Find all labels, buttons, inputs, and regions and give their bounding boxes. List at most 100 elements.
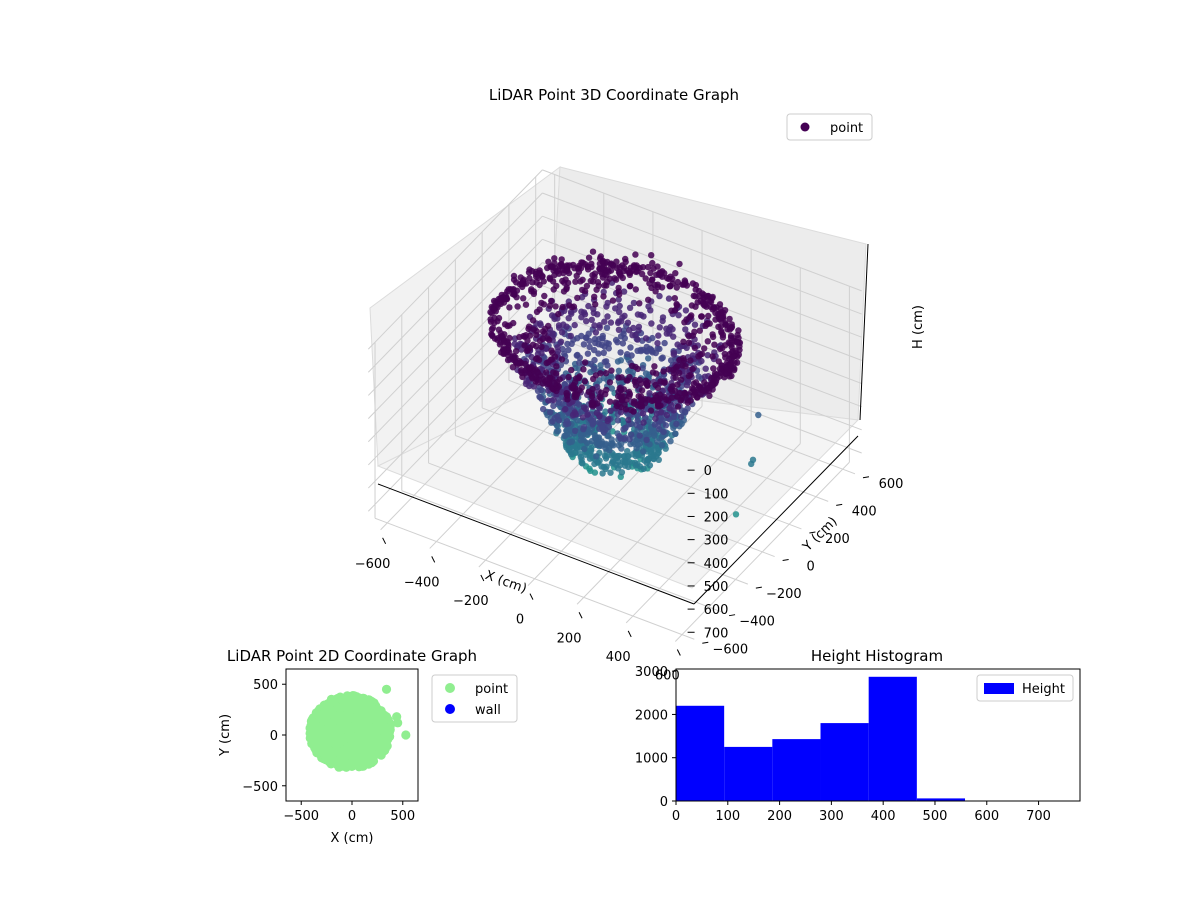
- scatter-point-3d: [639, 410, 647, 417]
- scatter-point-3d: [702, 301, 709, 308]
- scatter-point-2d: [334, 756, 344, 766]
- scatter-point-3d: [651, 363, 658, 370]
- scatter-point-3d: [534, 387, 542, 394]
- scatter-point-3d: [691, 328, 698, 335]
- scatter-point-3d: [656, 403, 663, 410]
- legend-2d: point wall: [431, 674, 518, 723]
- scatter-point-3d: [648, 252, 655, 259]
- x-tick-label-2d: 0: [348, 809, 356, 824]
- scatter-point-3d: [533, 279, 540, 286]
- scatter-point-3d: [605, 423, 613, 431]
- scatter-point-3d: [543, 369, 550, 376]
- scatter-point-3d: [609, 297, 617, 304]
- scatter-point-3d: [545, 358, 552, 366]
- scatter-point-3d: [595, 341, 602, 348]
- scatter-point-3d: [655, 397, 662, 404]
- scatter-point-3d: [558, 388, 565, 396]
- scatter-point-3d: [674, 403, 682, 410]
- scatter-point-3d: [649, 259, 656, 267]
- scatter-point-3d: [586, 337, 593, 345]
- scatter-point-3d: [720, 309, 727, 317]
- scatter-point-3d: [639, 264, 647, 271]
- histogram-bar: [676, 705, 725, 801]
- scatter-point-3d: [634, 417, 641, 424]
- scatter-point-3d: [584, 350, 592, 357]
- scatter-point-3d: [604, 313, 611, 320]
- legend-2d-label-wall: wall: [475, 703, 501, 718]
- histogram-bar: [868, 676, 917, 801]
- scatter-point-3d: [561, 432, 568, 440]
- scatter-point-3d: [673, 420, 680, 428]
- scatter-point-3d: [648, 346, 655, 354]
- scatter-point-3d: [557, 338, 565, 345]
- scatter-point-3d: [626, 283, 634, 290]
- point-cloud-2d: [305, 684, 411, 772]
- scatter-point-3d: [512, 354, 519, 361]
- scatter-point-3d: [533, 343, 540, 350]
- scatter-point-3d: [616, 302, 623, 310]
- chart-2d-scatter: LiDAR Point 2D Coordinate Graph −500−500…: [218, 647, 518, 846]
- scatter-point-3d: [561, 380, 568, 388]
- z-tick-label-3d: 100: [704, 487, 729, 502]
- scatter-point-3d: [600, 463, 607, 471]
- scatter-point-3d: [510, 319, 517, 327]
- scatter-point-3d: [630, 262, 638, 269]
- scatter-point-3d: [685, 339, 693, 346]
- scatter-point-3d: [687, 357, 694, 364]
- scatter-point-2d: [354, 724, 364, 734]
- scatter-point-3d: [574, 417, 581, 424]
- histogram-bars: [676, 676, 966, 801]
- scatter-point-3d: [558, 256, 565, 263]
- scatter-point-3d: [638, 395, 645, 403]
- scatter-point-3d: [607, 469, 614, 476]
- scatter-point-3d: [643, 436, 650, 444]
- scatter-point-3d: [603, 358, 610, 365]
- y-tick-3d: [728, 614, 736, 617]
- scatter-point-3d: [607, 407, 614, 414]
- scatter-point-3d: [560, 288, 568, 295]
- scatter-point-3d: [603, 339, 610, 347]
- scatter-point-3d: [713, 371, 720, 378]
- scatter-point-3d: [546, 336, 553, 344]
- scatter-point-3d: [545, 322, 552, 330]
- scatter-point-3d: [642, 370, 650, 377]
- scatter-point-3d: [494, 334, 502, 342]
- scatter-point-3d: [603, 303, 610, 310]
- scatter-point-3d: [553, 422, 560, 429]
- scatter-point-3d: [618, 374, 625, 381]
- scatter-point-3d: [625, 368, 632, 375]
- scatter-point-2d: [323, 731, 333, 741]
- x-tick-label-hist: 600: [974, 809, 999, 824]
- scatter-point-3d: [709, 382, 716, 389]
- scatter-point-2d: [364, 759, 374, 769]
- scatter-point-3d: [663, 411, 670, 419]
- scatter-point-3d: [586, 343, 593, 351]
- scatter-point-3d: [673, 300, 680, 308]
- scatter-point-3d: [604, 417, 611, 425]
- scatter-point-3d: [661, 339, 668, 347]
- scatter-point-3d: [680, 338, 687, 345]
- x-tick-label-3d: 600: [655, 669, 680, 684]
- scatter-point-3d: [654, 340, 661, 347]
- scatter-point-3d: [576, 387, 583, 394]
- x-tick-label-hist: 500: [923, 809, 948, 824]
- histogram-bar: [916, 798, 966, 801]
- scatter-point-3d: [640, 448, 647, 455]
- scatter-point-2d: [332, 745, 342, 756]
- chart-3d-title: LiDAR Point 3D Coordinate Graph: [489, 86, 739, 104]
- scatter-point-3d: [529, 317, 537, 324]
- scatter-point-3d: [537, 321, 544, 329]
- scatter-point-3d: [727, 362, 734, 369]
- scatter-point-3d: [595, 350, 602, 357]
- scatter-point-3d: [667, 438, 674, 445]
- scatter-point-2d: [359, 693, 369, 703]
- scatter-point-3d: [581, 287, 589, 295]
- scatter-point-3d: [526, 266, 533, 273]
- scatter-point-3d: [540, 376, 548, 383]
- scatter-point-3d: [603, 272, 610, 279]
- scatter-point-3d: [616, 433, 623, 440]
- scatter-point-3d: [660, 379, 668, 386]
- scatter-point-3d: [525, 325, 532, 332]
- ticks-2d: −500 −500 0 0 500 500: [242, 678, 415, 824]
- scatter-point-3d: [649, 276, 656, 283]
